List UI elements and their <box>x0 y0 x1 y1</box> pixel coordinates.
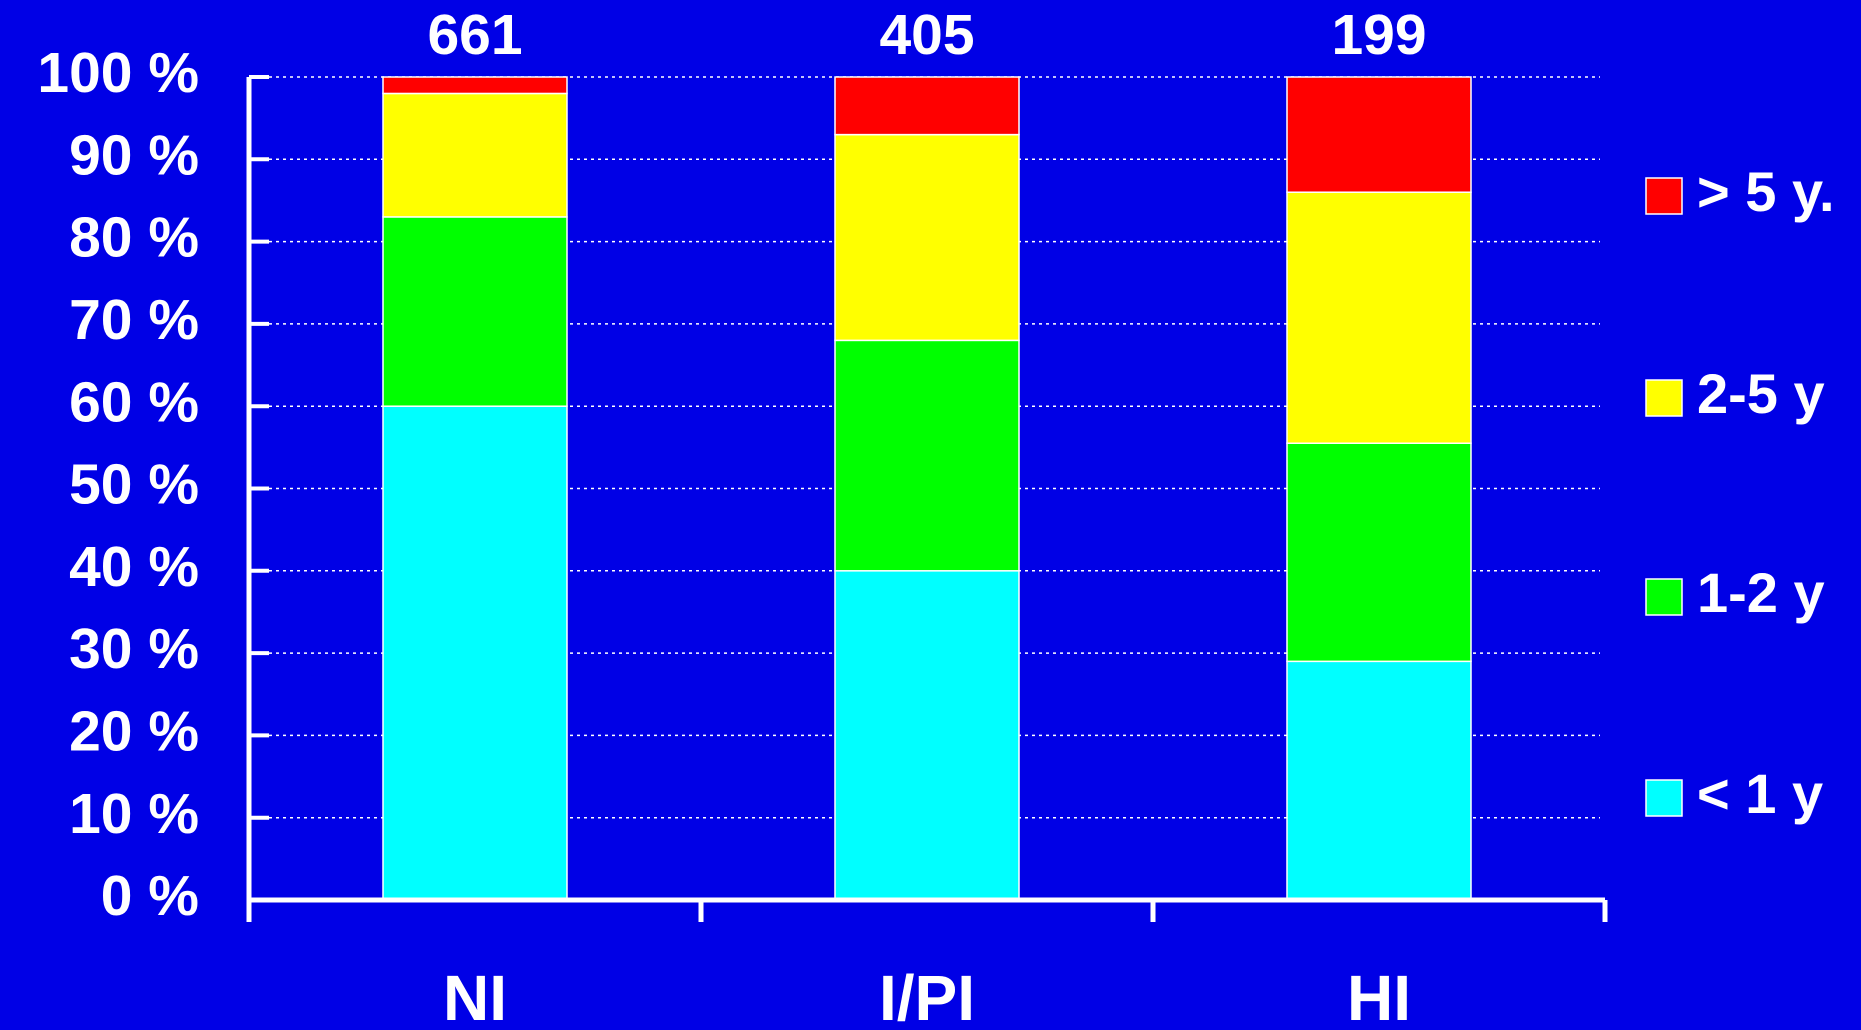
x-tick-label: I/PI <box>879 962 975 1030</box>
legend-label: 2-5 y <box>1697 362 1825 425</box>
legend-swatch <box>1645 779 1683 817</box>
y-tick-label: 100 % <box>37 41 199 105</box>
bar-segment <box>382 216 568 407</box>
y-tick-label: 40 % <box>69 535 199 599</box>
legend-label: < 1 y <box>1697 762 1823 825</box>
bar-segment <box>382 76 568 95</box>
x-tick-label: NI <box>443 962 507 1030</box>
y-tick-label: 0 % <box>101 864 199 928</box>
bar-segment <box>1286 442 1472 663</box>
legend-swatch <box>1645 578 1683 616</box>
y-tick-label: 60 % <box>69 370 199 434</box>
bar-segment <box>1286 76 1472 193</box>
y-tick-label: 80 % <box>69 206 199 270</box>
bar-segment <box>1286 191 1472 444</box>
total-label: 661 <box>427 3 522 67</box>
bar-segment <box>834 570 1020 901</box>
bar-segment <box>834 76 1020 136</box>
bar-segment <box>382 92 568 218</box>
bar-segment <box>382 405 568 901</box>
y-tick-label: 10 % <box>69 782 199 846</box>
y-tick-label: 90 % <box>69 123 199 187</box>
y-tick-label: 30 % <box>69 617 199 681</box>
legend-swatch <box>1645 379 1683 417</box>
legend-swatch <box>1645 177 1683 215</box>
y-tick-label: 50 % <box>69 453 199 517</box>
legend-label: > 5 y. <box>1697 160 1835 223</box>
bar-segment <box>1286 660 1472 901</box>
total-label: 199 <box>1331 3 1426 67</box>
legend-label: 1-2 y <box>1697 561 1825 624</box>
x-tick-label: HI <box>1347 962 1411 1030</box>
y-tick-label: 70 % <box>69 288 199 352</box>
bar-segment <box>834 133 1020 342</box>
y-tick-label: 20 % <box>69 699 199 763</box>
bar-segment <box>834 339 1020 572</box>
total-label: 405 <box>879 3 974 67</box>
